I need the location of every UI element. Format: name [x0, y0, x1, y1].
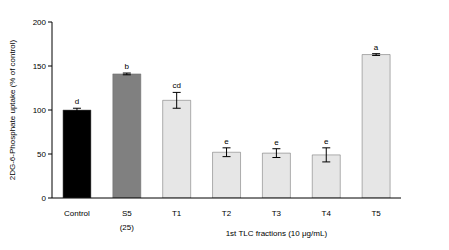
svg-text:0: 0 [42, 194, 47, 203]
svg-text:50: 50 [37, 150, 46, 159]
svg-text:cd: cd [172, 81, 180, 90]
svg-text:e: e [324, 137, 329, 146]
svg-text:200: 200 [33, 18, 47, 27]
svg-text:T3: T3 [272, 209, 282, 218]
svg-text:T2: T2 [222, 209, 232, 218]
svg-text:Control: Control [64, 209, 90, 218]
svg-text:T1: T1 [172, 209, 182, 218]
svg-text:e: e [274, 138, 279, 147]
svg-text:b: b [125, 62, 130, 71]
svg-text:1st TLC fractions (10 μg/mL): 1st TLC fractions (10 μg/mL) [226, 229, 328, 238]
svg-text:100: 100 [33, 106, 47, 115]
svg-text:(25): (25) [120, 223, 135, 232]
svg-text:e: e [224, 137, 229, 146]
svg-text:S5: S5 [122, 209, 132, 218]
svg-text:2DG-6-Phosphate uptake (% of c: 2DG-6-Phosphate uptake (% of control) [8, 39, 17, 180]
svg-text:T4: T4 [322, 209, 332, 218]
svg-text:T5: T5 [371, 209, 381, 218]
svg-text:150: 150 [33, 62, 47, 71]
svg-text:a: a [374, 43, 379, 52]
svg-text:d: d [75, 97, 79, 106]
